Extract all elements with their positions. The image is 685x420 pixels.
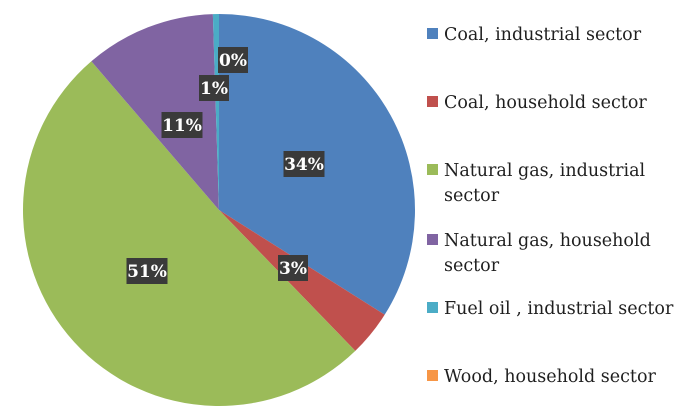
legend-swatch xyxy=(427,28,438,39)
legend-label: Coal, industrial sector xyxy=(444,25,642,45)
legend-label: sector xyxy=(444,256,500,276)
svg-text:3%: 3% xyxy=(279,259,307,279)
legend-label: Wood, household sector xyxy=(444,367,656,387)
legend-swatch xyxy=(427,96,438,107)
data-label-natural-gas-industrial: 51% xyxy=(126,258,168,284)
slice-fuel-oil-industrial xyxy=(212,14,219,210)
data-label-coal-industrial: 34% xyxy=(283,151,325,177)
legend-item-natural-gas-industrial: Natural gas, industrial sector xyxy=(427,161,645,206)
svg-text:11%: 11% xyxy=(162,116,202,136)
legend-item-wood-household: Wood, household sector xyxy=(427,367,656,387)
pie-slices xyxy=(22,14,415,407)
legend-label: Fuel oil , industrial sector xyxy=(444,299,674,319)
legend-label: Natural gas, household xyxy=(444,231,651,251)
legend-swatch xyxy=(427,234,438,245)
svg-text:1%: 1% xyxy=(200,79,228,99)
slice-natural-gas-industrial xyxy=(22,61,356,407)
legend-swatch xyxy=(427,164,438,175)
data-label-fuel-oil-industrial: 1% xyxy=(199,75,229,101)
slice-natural-gas-household xyxy=(91,14,219,210)
svg-text:34%: 34% xyxy=(284,155,324,175)
legend-swatch xyxy=(427,370,438,381)
legend-item-fuel-oil-industrial: Fuel oil , industrial sector xyxy=(427,299,674,319)
svg-text:0%: 0% xyxy=(219,51,247,71)
data-label-wood-household: 0% xyxy=(218,47,248,73)
legend-label: Natural gas, industrial xyxy=(444,161,645,181)
data-label-natural-gas-household: 11% xyxy=(161,112,203,138)
svg-text:51%: 51% xyxy=(127,262,167,282)
data-label-coal-household: 3% xyxy=(278,255,308,281)
pie-data-labels: 34% 3% 51% 11% 1% 0% xyxy=(126,47,325,284)
legend-swatch xyxy=(427,302,438,313)
legend: Coal, industrial sector Coal, household s… xyxy=(427,25,674,387)
legend-item-coal-industrial: Coal, industrial sector xyxy=(427,25,642,45)
legend-item-natural-gas-household: Natural gas, household sector xyxy=(427,231,651,276)
legend-item-coal-household: Coal, household sector xyxy=(427,93,647,113)
legend-label: sector xyxy=(444,186,500,206)
legend-label: Coal, household sector xyxy=(444,93,647,113)
